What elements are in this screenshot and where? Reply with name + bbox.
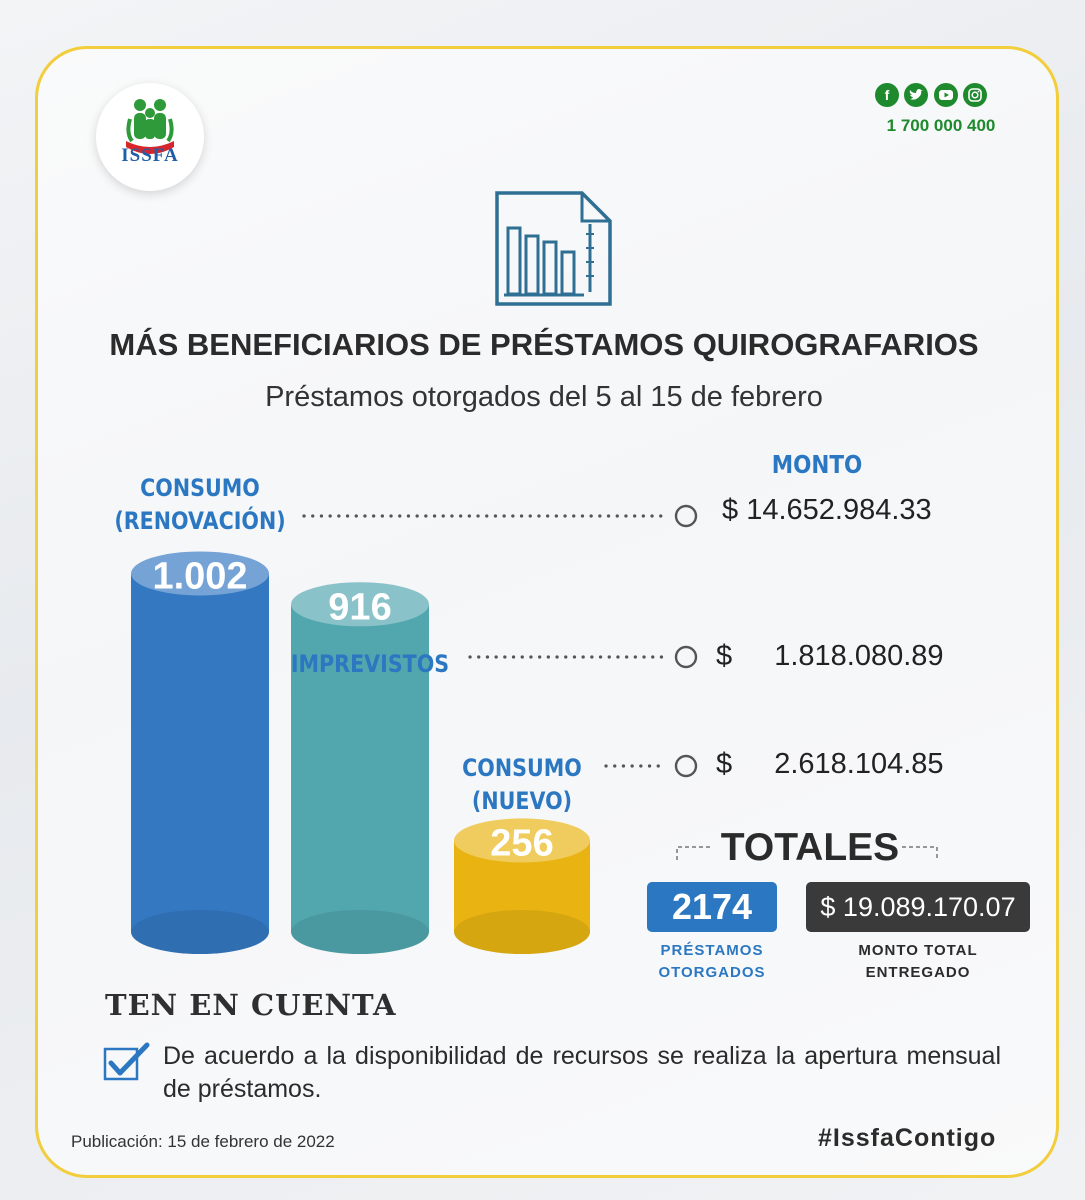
- notice-heading: TEN EN CUENTA: [105, 988, 397, 1022]
- total-loans-badge: 2174: [647, 882, 777, 932]
- leader-circle-icon: [674, 754, 698, 778]
- category-label-line: (NUEVO): [471, 787, 573, 815]
- logo-text: ISSFA: [121, 145, 179, 166]
- report-chart-icon: [495, 191, 612, 306]
- notice-text: De acuerdo a la disponibilidad de recurs…: [163, 1042, 1001, 1103]
- currency-symbol: $: [716, 640, 733, 672]
- bar-value-label: 1.002: [152, 555, 247, 597]
- category-label-imprevistos: IMPREVISTOS: [284, 648, 456, 681]
- amount-value: 1.818.080.89: [774, 640, 944, 672]
- phone-number[interactable]: 1 700 000 400: [886, 116, 996, 135]
- leader-circle-icon: [674, 645, 698, 669]
- currency-symbol: $: [722, 494, 739, 526]
- bar-top: [131, 551, 269, 596]
- bar-bottom: [454, 910, 590, 954]
- category-label-line: (RENOVACIÓN): [114, 507, 286, 535]
- amount-row: $ 1.818.080.89: [716, 640, 944, 673]
- bar: [131, 573, 269, 932]
- bar: [291, 604, 429, 932]
- facebook-icon[interactable]: f: [875, 83, 899, 107]
- amount-value: 2.618.104.85: [774, 748, 944, 780]
- twitter-icon[interactable]: [904, 83, 928, 107]
- bar-top: [454, 818, 590, 863]
- category-label-line: CONSUMO: [462, 754, 582, 782]
- bar-bottom: [131, 910, 269, 954]
- page-subtitle: Préstamos otorgados del 5 al 15 de febre…: [265, 381, 823, 413]
- bar-value-label: 916: [328, 586, 391, 628]
- instagram-icon[interactable]: [963, 83, 987, 107]
- currency-symbol: $: [716, 748, 733, 780]
- label-line: MONTO TOTAL: [858, 942, 978, 959]
- issfa-logo: ISSFA: [96, 83, 204, 191]
- monto-header: MONTO: [771, 450, 863, 479]
- label-line: PRÉSTAMOS: [660, 942, 764, 959]
- totales-bracket: [676, 846, 938, 860]
- bar-bottom: [291, 910, 429, 954]
- bar-value-label: 256: [490, 822, 553, 864]
- amount-row: $ 14.652.984.33: [722, 494, 932, 527]
- youtube-icon[interactable]: [934, 83, 958, 107]
- checkbox-check-icon: [103, 1042, 150, 1081]
- total-amount-badge: $ 19.089.170.07: [806, 882, 1030, 932]
- category-label-line: IMPREVISTOS: [290, 650, 450, 678]
- category-label-consumo-renovacion: CONSUMO (RENOVACIÓN): [110, 472, 291, 538]
- category-label-line: CONSUMO: [140, 474, 260, 502]
- label-line: OTORGADOS: [658, 964, 766, 981]
- hashtag[interactable]: #IssfaContigo: [818, 1124, 997, 1152]
- category-label-consumo-nuevo: CONSUMO (NUEVO): [445, 752, 600, 818]
- total-loans-label: PRÉSTAMOS OTORGADOS: [632, 940, 792, 984]
- label-line: ENTREGADO: [865, 964, 971, 981]
- family-icon: [126, 99, 174, 154]
- publication-date: Publicación: 15 de febrero de 2022: [71, 1132, 335, 1151]
- totales-heading: TOTALES: [720, 826, 900, 869]
- leader-circle-icon: [674, 504, 698, 528]
- bar-top: [291, 582, 429, 627]
- cylinder-bar-chart: 1.002 916 256: [131, 504, 698, 954]
- page-title: MÁS BENEFICIARIOS DE PRÉSTAMOS QUIROGRAF…: [109, 327, 979, 362]
- total-amount-label: MONTO TOTAL ENTREGADO: [806, 940, 1030, 984]
- amount-value: 14.652.984.33: [746, 494, 932, 526]
- amount-row: $ 2.618.104.85: [716, 748, 944, 781]
